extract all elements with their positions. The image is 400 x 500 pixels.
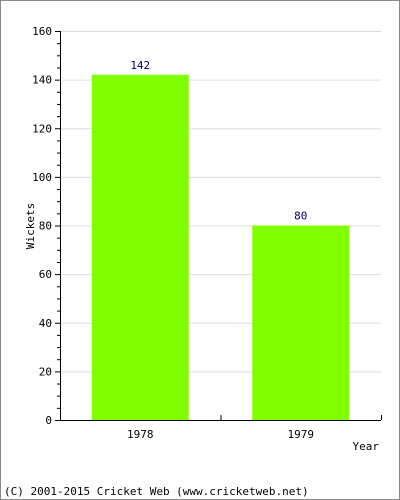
y-tick-label: 100 [32, 171, 52, 184]
y-tick-label: 160 [32, 25, 52, 38]
bar-value-label: 142 [130, 59, 150, 72]
y-axis-ticks: 0 20 40 60 80 100 120 140 160 [32, 25, 60, 427]
copyright-footer: (C) 2001-2015 Cricket Web (www.cricketwe… [4, 485, 309, 498]
bar [91, 74, 189, 420]
x-tick-label: 1978 [127, 428, 154, 441]
axes [60, 31, 381, 421]
y-tick-label: 120 [32, 122, 52, 135]
y-tick-label: 60 [39, 268, 52, 281]
bars [91, 74, 350, 420]
x-axis-title: Year [353, 440, 380, 453]
x-axis-ticks: 1978 1979 [127, 415, 382, 441]
y-tick-label: 40 [39, 317, 52, 330]
bar [252, 225, 350, 420]
x-tick-label: 1979 [288, 428, 315, 441]
y-tick-label: 20 [39, 365, 52, 378]
y-tick-label: 140 [32, 74, 52, 87]
y-tick-label: 0 [45, 414, 52, 427]
data-labels: 142 80 [130, 59, 307, 223]
y-axis-title: Wickets [24, 203, 37, 249]
y-tick-label: 80 [39, 220, 52, 233]
bar-value-label: 80 [294, 210, 307, 223]
